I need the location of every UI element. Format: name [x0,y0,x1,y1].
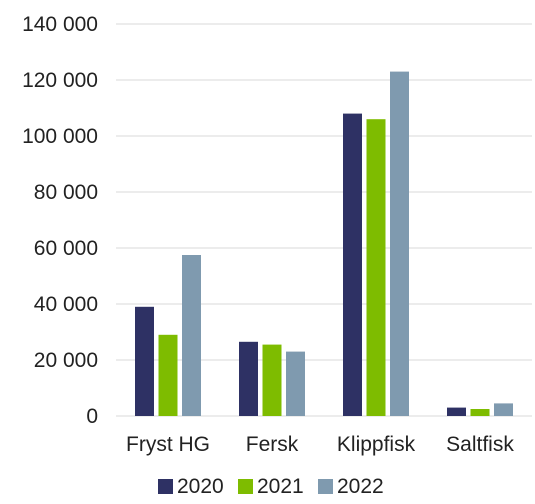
x-tick-label: Fryst HG [126,433,210,456]
x-tick-label: Klippfisk [337,433,416,456]
bar-2022 [182,255,201,416]
bar-2020 [343,113,362,416]
x-axis-tick-labels: Fryst HG Fersk Klippfisk Saltfisk [126,433,514,456]
bar-2022 [286,351,305,416]
y-tick-label: 0 [86,405,98,428]
y-tick-label: 60 000 [34,237,98,260]
legend-label-2021: 2021 [257,475,304,498]
bar-2022 [390,71,409,416]
legend-swatch-2022 [318,479,333,494]
legend-label-2022: 2022 [337,475,384,498]
legend-swatch-2021 [238,479,253,494]
y-tick-label: 40 000 [34,293,98,316]
y-tick-label: 100 000 [22,125,98,148]
bar-2020 [239,341,258,416]
legend-swatch-2020 [158,479,173,494]
bar-2021 [158,334,178,416]
x-tick-label: Fersk [246,433,299,456]
y-tick-label: 20 000 [34,349,98,372]
bar-2022 [494,403,513,416]
y-tick-label: 80 000 [34,181,98,204]
bar-2021 [262,344,282,416]
bar-2021 [470,409,490,416]
y-tick-label: 120 000 [22,69,98,92]
bars [135,71,513,416]
legend: 2020 2021 2022 [158,475,384,498]
gridlines [116,23,532,417]
y-tick-label: 140 000 [22,13,98,36]
y-axis-tick-labels: 0 20 000 40 000 60 000 80 000 100 000 120 000 1… [22,13,98,428]
legend-label-2020: 2020 [177,475,224,498]
bar-2021 [366,119,386,416]
bar-2020 [135,306,154,416]
x-tick-label: Saltfisk [446,433,514,456]
bar-2020 [447,407,466,416]
